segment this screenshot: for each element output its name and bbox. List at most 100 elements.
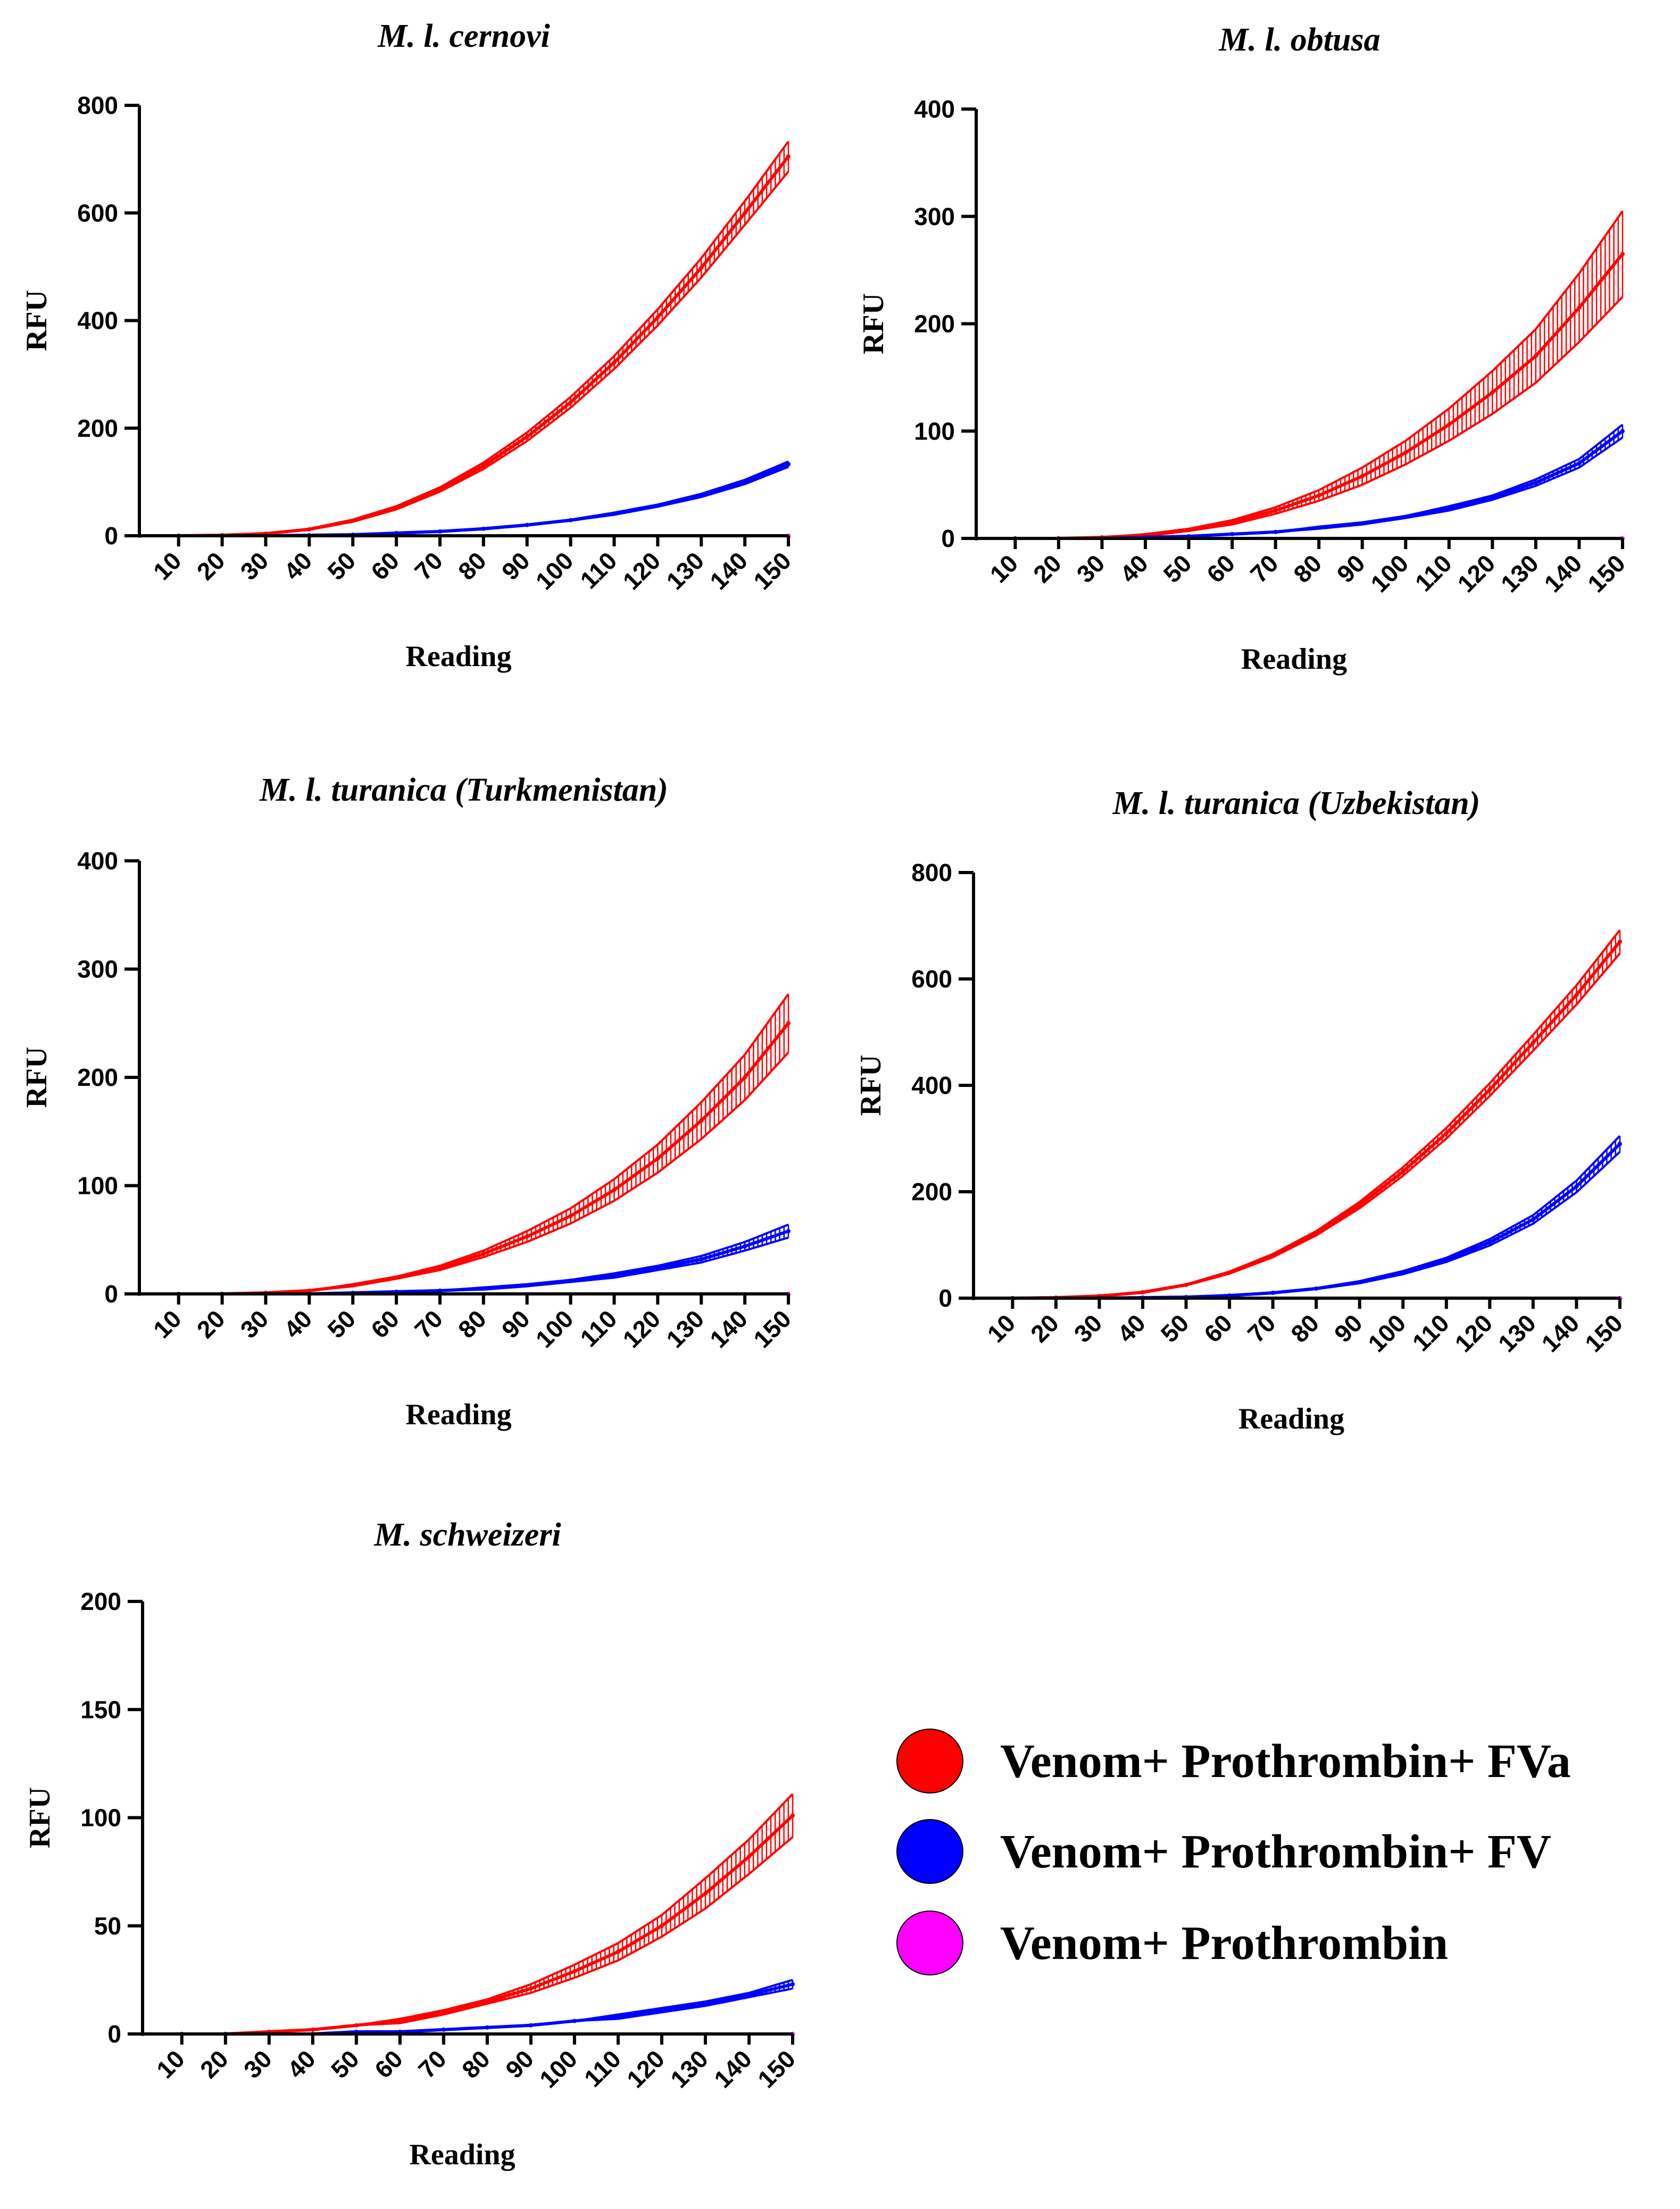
data-point [307,527,312,532]
data-point [743,211,747,215]
x-tick-label: 90 [496,1305,535,1343]
data-point [1273,508,1278,513]
x-tick-label: 10 [148,1305,187,1343]
legend-label-prothrombin: Venom+ Prothrombin [1000,1917,1448,1970]
y-tick-label: 150 [80,1696,121,1723]
data-point [1270,1291,1275,1295]
x-tick-label: 50 [322,1305,361,1343]
y-axis-label: RFU [23,1787,56,1848]
series-line [976,253,1624,540]
x-tick-label: 110 [1410,549,1457,596]
x-tick-label: 70 [409,1305,448,1343]
data-point [572,1969,577,1974]
x-tick-label: 90 [1332,549,1370,588]
x-tick-label: 30 [235,546,274,585]
x-tick-label: 10 [985,549,1024,588]
y-tick-label: 0 [941,525,955,552]
data-point [1620,429,1625,434]
x-tick-label: 120 [617,1305,666,1353]
data-point [1574,1184,1579,1189]
data-point [438,1266,442,1270]
data-point [699,1257,704,1261]
data-point [612,360,617,365]
y-tick-label: 300 [914,203,955,230]
x-tick-label: 40 [1115,549,1153,588]
x-tick-label: 30 [1071,549,1110,588]
x-tick-label: 60 [365,1305,404,1343]
data-point [1270,1253,1275,1258]
x-tick-label: 60 [1201,549,1240,588]
chart-title: M. l. obtusa [1218,22,1380,58]
x-axis-label: Reading [405,640,511,673]
data-point [485,1999,489,2004]
y-tick-label: 100 [914,417,955,445]
x-tick-label: 80 [1285,1309,1324,1348]
data-point [1317,525,1321,530]
x-tick-label: 110 [575,1305,622,1352]
data-point [1403,450,1408,455]
error-upper-bound [976,423,1624,539]
data-point [786,462,791,467]
y-axis-label: RFU [20,1047,53,1108]
data-point [1533,354,1538,358]
x-tick-label: 140 [704,546,753,595]
x-tick-label: 150 [1582,549,1631,597]
data-point [743,1244,747,1249]
data-point [1184,1283,1188,1287]
error-lower-bound [139,171,789,537]
y-tick-label: 0 [938,1284,952,1312]
error-upper-bound [139,993,789,1295]
y-tick-label: 400 [77,307,118,335]
data-point [655,1266,660,1270]
x-tick-label: 50 [1155,1309,1194,1348]
data-point [1403,514,1408,519]
error-bars [976,423,1624,539]
error-bar-lines [596,461,789,517]
x-tick-label: 60 [365,546,404,585]
x-tick-label: 130 [661,546,709,595]
x-tick-label: 90 [1329,1309,1368,1348]
data-point [1577,305,1582,310]
data-point [1357,1280,1362,1284]
y-tick-label: 0 [104,1280,118,1308]
y-tick-label: 800 [77,92,118,119]
x-tick-label: 70 [1245,549,1284,588]
error-lower-bound [974,952,1621,1299]
error-bars [139,993,789,1295]
series-line [143,1814,794,2036]
data-point [612,1187,617,1192]
y-tick-label: 800 [911,859,952,886]
data-point [1577,461,1582,466]
x-tick-label: 20 [192,1305,230,1343]
error-bars [974,1135,1621,1299]
data-point [1490,495,1495,500]
x-tick-label: 100 [534,2045,583,2093]
y-tick-label: 300 [77,956,118,983]
data-point [1401,1270,1405,1275]
error-lower-bound [139,1236,789,1295]
data-point [743,1075,747,1079]
series-venom-prothrombin-fva [974,210,1625,541]
error-bar-lines [335,141,789,525]
x-tick-label: 150 [1579,1309,1628,1357]
series-venom-prothrombin-fv [971,1135,1622,1300]
error-bar-lines [373,1793,794,2025]
data-point [660,1923,664,1928]
x-tick-label: 20 [195,2045,234,2083]
data-point [1230,532,1235,536]
data-point [1574,993,1579,997]
data-point [1317,493,1321,498]
axes: 0 200 400 600 800 10 20 30 40 50 60 70 80 90100110120… [77,92,796,595]
x-tick-label: 90 [496,546,535,585]
data-point [660,2008,664,2013]
data-point [397,2019,402,2023]
chart-panel-m-l-turanica-uzbekistan: M. l. turanica (Uzbekistan) 0 200 400 600 800… [854,785,1628,1435]
data-point [743,479,747,484]
error-lower-bound [976,436,1624,539]
data-point [655,503,660,508]
data-point [441,2010,446,2015]
series-group [971,929,1622,1300]
